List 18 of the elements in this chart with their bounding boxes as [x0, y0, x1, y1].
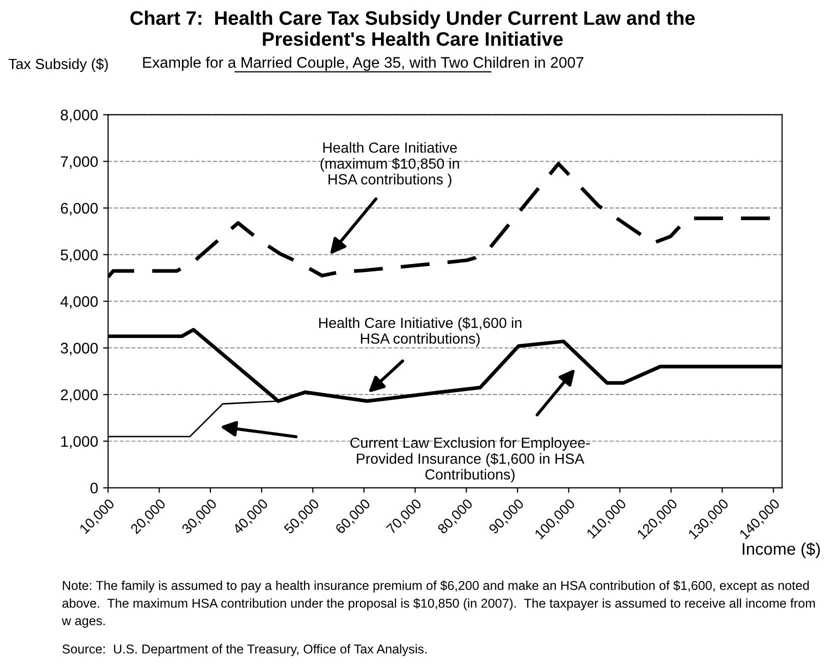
y-tick-label: 2,000 [60, 389, 98, 402]
source-note: Source: U.S. Department of the Treasury, Office of Tax Analysis. [62, 644, 426, 656]
y-tick-label: 8,000 [60, 110, 98, 122]
chart-title: Chart 7: Health Care Tax Subsidy Under Current Law and the President's Health Care Initiative [130, 10, 695, 46]
x-axis-title: Income ($) [742, 542, 820, 558]
y-axis-title: Tax Subsidy ($) [8, 58, 108, 72]
y-tick-label: 1,000 [61, 436, 98, 449]
y-tick-label: 7,000 [60, 156, 98, 169]
chart-subtitle: Example for a Married Couple, Age 35, with Two Children in 2007 [143, 56, 584, 71]
y-tick-label: 0 [90, 482, 98, 494]
y-tick-label: 3,000 [60, 342, 98, 356]
annotation: Current Law Exclusion for Employee- Provided Insurance ($1,600 in HSA Contributions) [350, 437, 590, 482]
text: Note: The family is assumed to pay a health insurance premium of $6,200 and make an HSA contribution of $1,600, except as noted above. The maximum HSA contribution under the proposal is $10,850 (in 2007). The taxpayer is assumed to receive all income from w ages. [62, 580, 815, 628]
y-tick-label: 4,000 [60, 296, 98, 309]
annotation: Health Care Initiative (maximum $10,850 in HSA contributions ) [320, 142, 459, 188]
y-tick-label: 6,000 [60, 202, 98, 216]
annotation: Health Care Initiative ($1,600 in HSA contributions) [319, 317, 522, 347]
y-tick-label: 5,000 [60, 250, 98, 262]
